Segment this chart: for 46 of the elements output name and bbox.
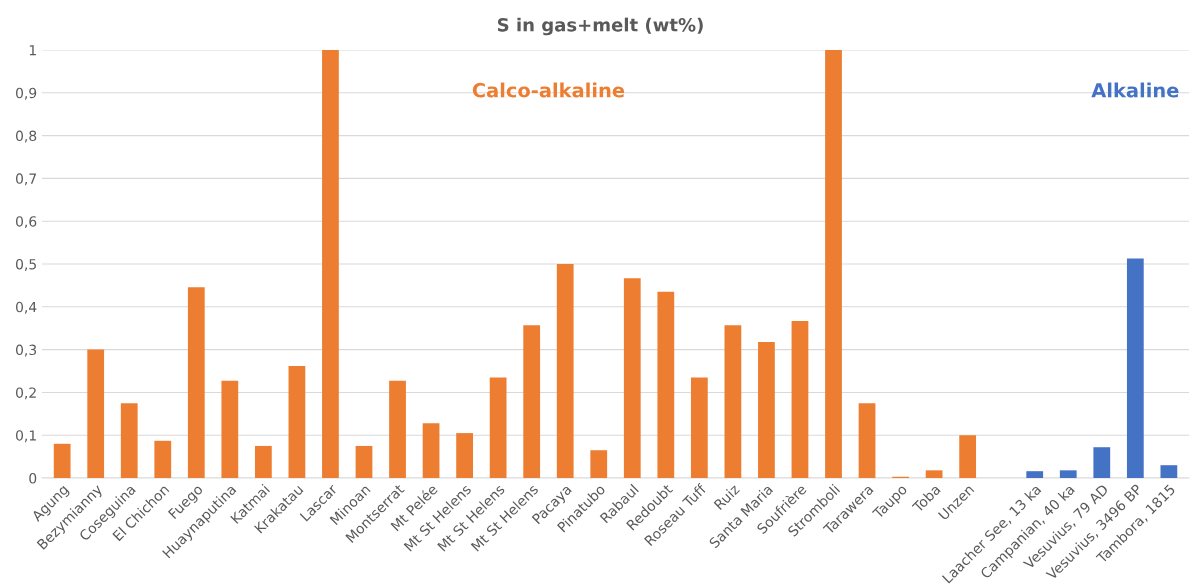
- bar: [758, 341, 775, 479]
- bar: [456, 433, 473, 479]
- bar: [858, 403, 876, 479]
- y-tick-label: 0,2: [16, 387, 36, 400]
- bar: [322, 49, 339, 479]
- bar: [1059, 470, 1077, 479]
- bar: [87, 349, 105, 479]
- bar: [590, 450, 608, 479]
- bar: [187, 287, 205, 479]
- y-tick-label: 0: [29, 473, 37, 484]
- y-tick-label: 0,6: [16, 216, 37, 229]
- bar: [523, 325, 541, 479]
- y-tick-label: 0,1: [16, 430, 36, 443]
- bar: [825, 49, 842, 479]
- bar: [1160, 465, 1178, 479]
- bar: [154, 440, 172, 479]
- y-tick-label: 0,7: [16, 173, 36, 186]
- bar: [925, 470, 943, 479]
- bar: [690, 377, 708, 479]
- bar: [959, 435, 977, 479]
- bar: [389, 380, 406, 479]
- y-tick-label: 1: [29, 45, 36, 56]
- y-tick-label: 0,9: [16, 87, 37, 100]
- bar: [791, 320, 809, 479]
- y-tick-label: 0,4: [16, 301, 37, 314]
- bar: [489, 377, 507, 479]
- chart-title: S in gas+melt (wt%): [497, 17, 703, 36]
- bar: [1126, 258, 1144, 479]
- bar: [657, 291, 675, 479]
- bar: [1093, 447, 1111, 479]
- bar: [120, 403, 138, 479]
- bar: [254, 445, 272, 479]
- text: Calco-alkaline: [472, 82, 625, 98]
- bar: [724, 325, 742, 479]
- bar: [623, 278, 641, 479]
- y-tick-label: 0,5: [16, 258, 36, 271]
- bar: [53, 443, 71, 479]
- y-tick-label: 0,8: [16, 130, 37, 143]
- bar: [422, 423, 440, 479]
- bar: [221, 380, 239, 479]
- text: Alkaline: [1091, 82, 1179, 98]
- bar: [355, 445, 373, 479]
- y-tick-label: 0,3: [16, 344, 37, 357]
- bar: [1026, 471, 1044, 479]
- bar: [288, 365, 306, 479]
- bar: [556, 264, 574, 479]
